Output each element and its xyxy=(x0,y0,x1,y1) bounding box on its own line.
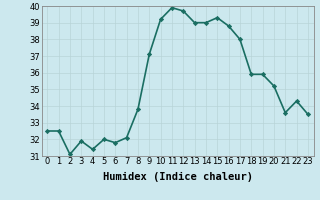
X-axis label: Humidex (Indice chaleur): Humidex (Indice chaleur) xyxy=(103,172,252,182)
